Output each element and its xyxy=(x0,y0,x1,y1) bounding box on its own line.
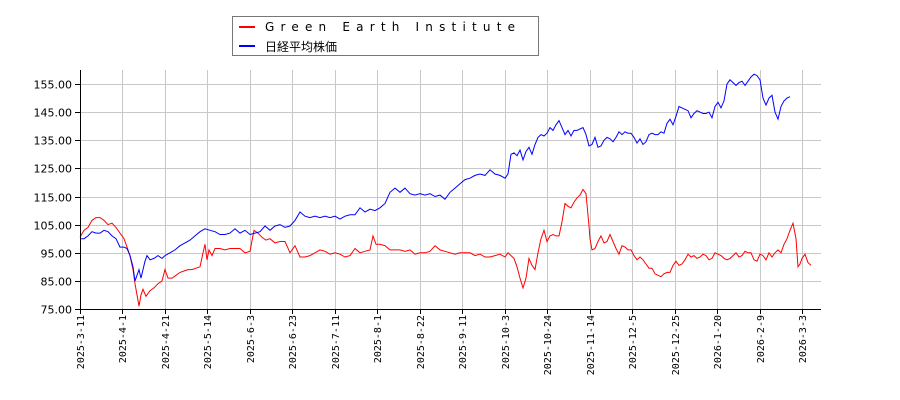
legend: Green Earth Institute 日経平均株価 xyxy=(232,16,539,56)
x-tick-label: 2025-12-5 xyxy=(628,315,639,369)
x-tick-label: 2025-8-1 xyxy=(373,315,384,363)
y-tick-label: 115.00 xyxy=(34,192,73,205)
y-tick-label: 145.00 xyxy=(34,107,73,120)
x-tick-label: 2025-8-22 xyxy=(416,315,427,369)
x-tick-label: 2025-11-14 xyxy=(586,315,597,375)
y-tick-label: 85.00 xyxy=(41,276,73,289)
grid-lines xyxy=(80,70,821,309)
x-tick-label: 2025-10-3 xyxy=(501,315,512,369)
legend-swatch-blue xyxy=(239,45,255,47)
x-tick-label: 2025-4-1 xyxy=(118,315,129,363)
y-tick-label: 95.00 xyxy=(41,248,73,261)
x-tick-label: 2025-9-11 xyxy=(458,315,469,369)
y-tick-label: 75.00 xyxy=(41,304,73,317)
y-tick-label: 155.00 xyxy=(34,79,73,92)
y-axis-ticks: 155.00 145.00 135.00 125.00 115.00 105.00 95.0… xyxy=(34,79,80,317)
y-tick-label: 105.00 xyxy=(34,220,73,233)
x-tick-label: 2025-6-23 xyxy=(288,315,299,369)
x-tick-label: 2025-4-21 xyxy=(161,315,172,369)
legend-item-green-earth-institute: Green Earth Institute xyxy=(239,18,521,36)
x-tick-label: 2025-3-11 xyxy=(76,315,87,369)
y-tick-label: 135.00 xyxy=(34,135,73,148)
series-lines xyxy=(79,73,812,307)
legend-swatch-red xyxy=(239,26,255,28)
legend-label: Green Earth Institute xyxy=(265,20,522,34)
x-tick-label: 2026-2-9 xyxy=(756,315,767,363)
legend-item-nikkei: 日経平均株価 xyxy=(239,37,337,55)
x-tick-label: 2026-3-3 xyxy=(798,315,809,363)
axes xyxy=(80,70,821,310)
x-tick-label: 2025-5-14 xyxy=(203,315,214,369)
x-axis-ticks: 2025-3-11 2025-4-1 2025-4-21 2025-5-14 2025-… xyxy=(76,309,809,375)
x-tick-label: 2025-12-25 xyxy=(671,315,682,375)
x-tick-label: 2025-7-11 xyxy=(331,315,342,369)
series-line xyxy=(80,73,791,282)
legend-label: 日経平均株価 xyxy=(265,39,338,54)
series-line xyxy=(79,188,812,307)
x-tick-label: 2025-6-3 xyxy=(246,315,257,363)
y-tick-label: 125.00 xyxy=(34,163,73,176)
x-tick-label: 2025-10-24 xyxy=(543,315,554,375)
x-tick-label: 2026-1-20 xyxy=(713,315,724,369)
